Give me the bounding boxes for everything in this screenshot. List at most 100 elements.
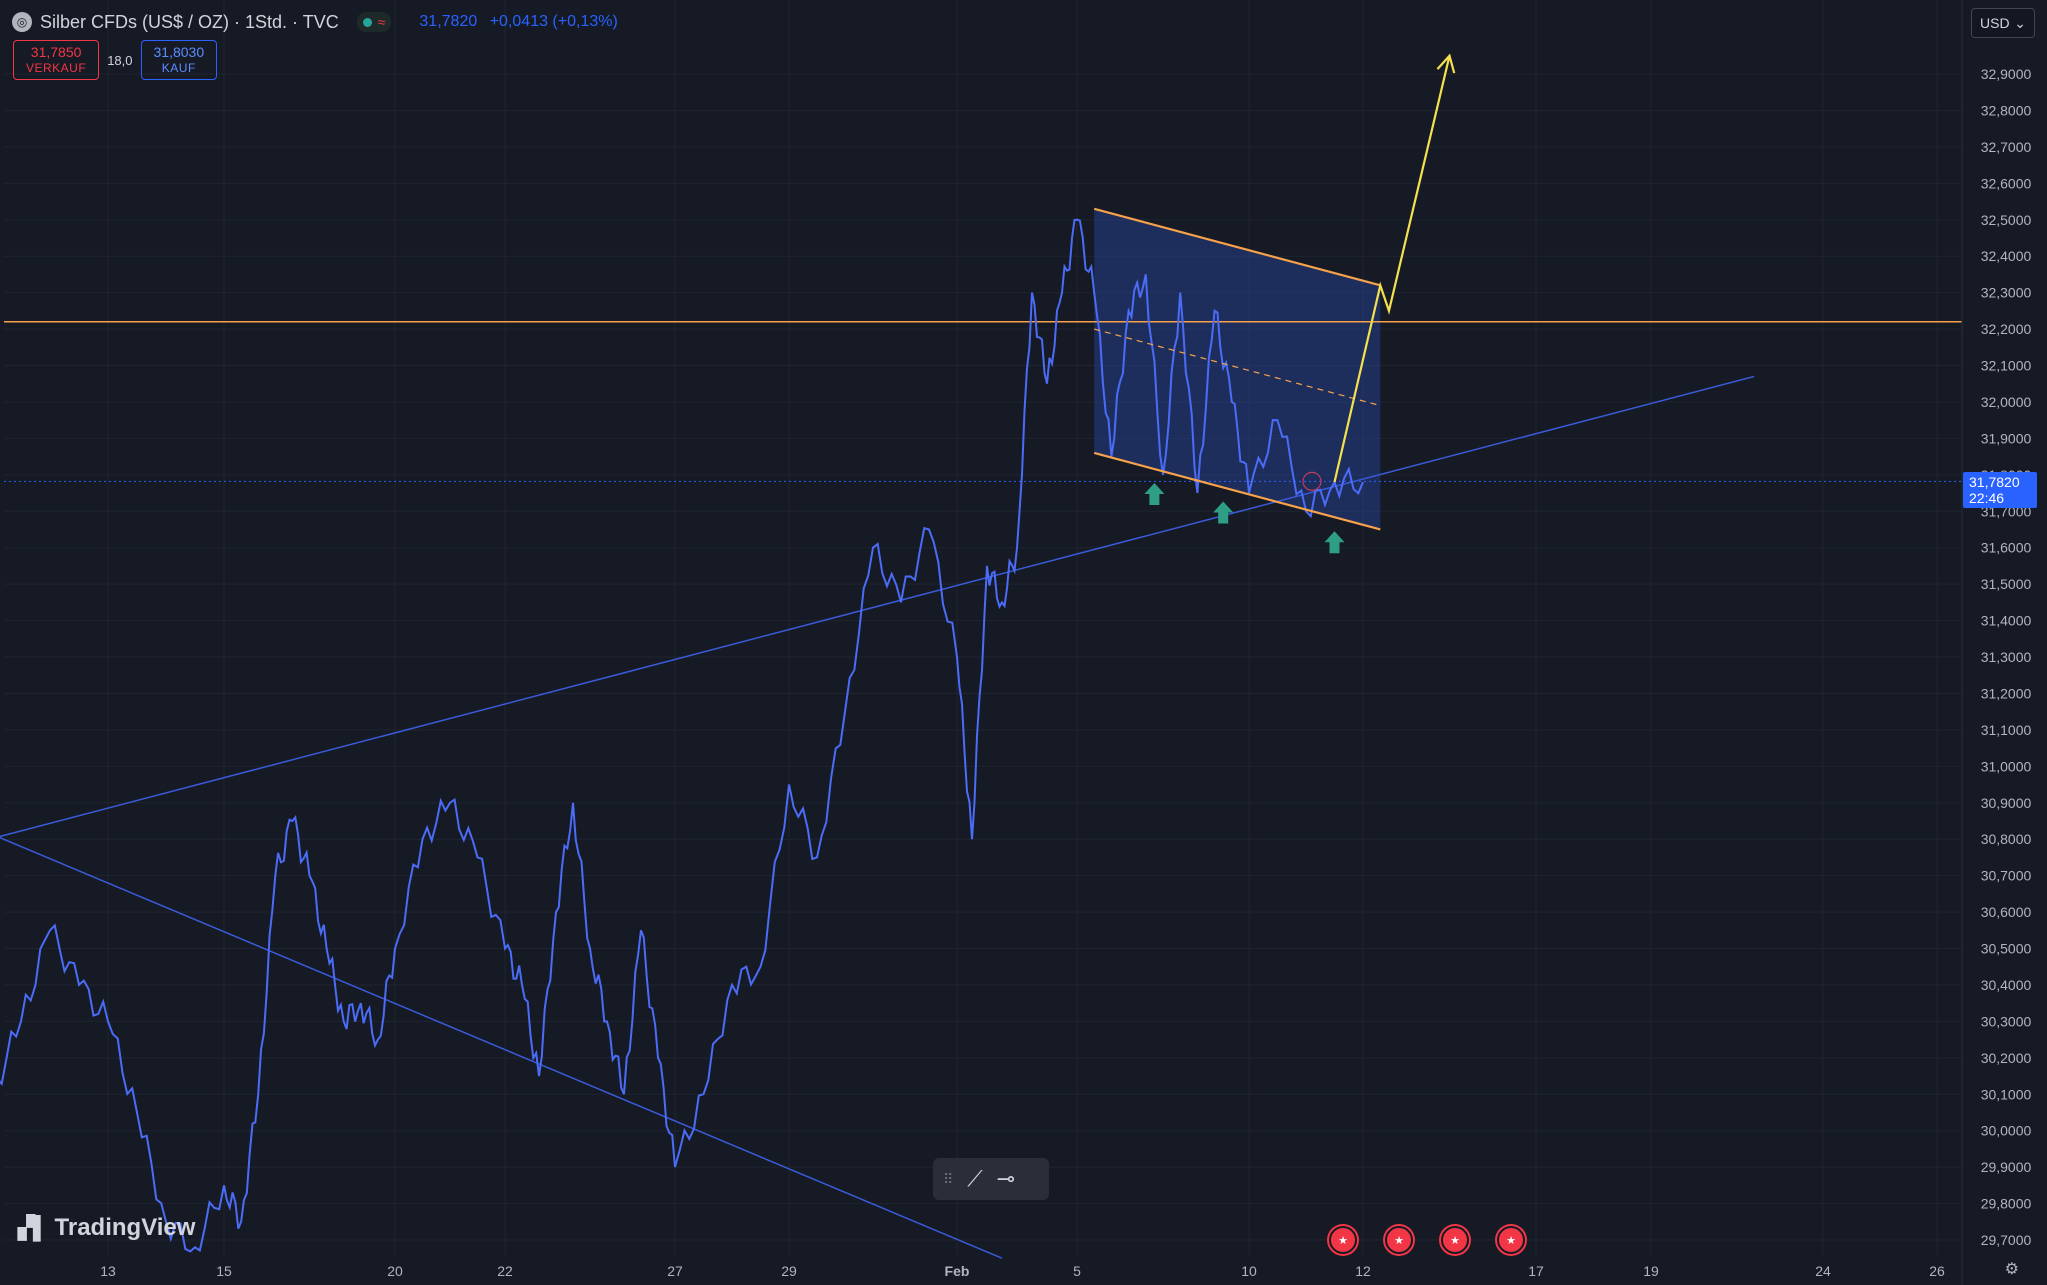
market-open-icon	[362, 17, 372, 27]
currency-label: USD	[1980, 15, 2010, 31]
y-tick-label: 31,5000	[1981, 576, 2032, 592]
chevron-down-icon: ⌄	[2014, 14, 2026, 31]
last-price: 31,7820	[419, 13, 478, 30]
y-tick-label: 31,6000	[1981, 540, 2032, 556]
y-tick-label: 32,3000	[1981, 285, 2032, 301]
silver-price-line	[0, 218, 1364, 1253]
y-tick-label: 32,9000	[1981, 66, 2032, 82]
x-tick-label: 17	[1528, 1263, 1544, 1279]
x-tick-label: 10	[1241, 1263, 1257, 1279]
rising-trendline	[0, 375, 1755, 838]
x-tick-label: 22	[497, 1263, 513, 1279]
y-tick-label: 32,2000	[1981, 321, 2032, 337]
trend-line-tool-icon[interactable]: ⟋	[967, 1166, 983, 1191]
falling-trendline	[0, 836, 1003, 1259]
y-tick-label: 29,8000	[1981, 1196, 2032, 1212]
y-tick-label: 30,9000	[1981, 795, 2032, 811]
drawing-annotations	[1093, 53, 1456, 554]
x-tick-label: 20	[387, 1263, 403, 1279]
x-tick-label: 29	[781, 1263, 797, 1279]
x-tick-label: 26	[1929, 1263, 1945, 1279]
y-tick-label: 30,5000	[1981, 941, 2032, 957]
current-price-value: 31,7820	[1969, 474, 2020, 490]
us-flag-icon[interactable]: ★	[1497, 1226, 1525, 1254]
y-tick-label: 31,1000	[1981, 722, 2032, 738]
symbol-title[interactable]: Silber CFDs (US$ / OZ) · 1Std. · TVC	[40, 11, 339, 32]
sell-price: 31,7850	[30, 44, 82, 60]
y-tick-label: 32,5000	[1981, 212, 2032, 228]
y-tick-label: 30,0000	[1981, 1123, 2032, 1139]
y-tick-label: 32,1000	[1981, 358, 2032, 374]
trendlines	[0, 321, 1962, 1259]
sell-label: VERKAUF	[26, 61, 87, 75]
current-point-marker	[1302, 471, 1322, 491]
y-tick-label: 32,0000	[1981, 394, 2032, 410]
current-price-label: 31,7820 22:46	[1963, 472, 2037, 508]
support-arrow-icon	[1324, 531, 1345, 554]
y-tick-label: 31,0000	[1981, 758, 2032, 774]
x-tick-label: 27	[667, 1263, 683, 1279]
buy-label: KAUF	[161, 61, 196, 75]
projection-arrowhead	[1436, 53, 1456, 74]
x-tick-label: Feb	[945, 1263, 970, 1279]
y-tick-label: 30,1000	[1981, 1086, 2032, 1102]
trade-panel: 31,7850 VERKAUF 18,0 31,8030 KAUF	[13, 40, 218, 80]
support-arrow-icon	[1144, 483, 1165, 506]
logo-text: TradingView	[54, 1214, 196, 1241]
x-tick-label: 15	[216, 1263, 232, 1279]
buy-price: 31,8030	[153, 44, 205, 60]
grid-lines	[4, 0, 1962, 1255]
market-status[interactable]: ≈	[356, 12, 392, 32]
support-arrow-icon	[1213, 501, 1234, 524]
y-tick-label: 29,9000	[1981, 1159, 2032, 1175]
settings-gear-icon[interactable]: ⚙	[2004, 1261, 2019, 1278]
y-tick-label: 30,8000	[1981, 831, 2032, 847]
drag-handle-icon[interactable]: ⠿	[943, 1170, 954, 1187]
bar-countdown: 22:46	[1969, 490, 2005, 506]
channel-lower-line	[1093, 451, 1381, 531]
sell-button[interactable]: 31,7850 VERKAUF	[13, 40, 100, 80]
y-tick-label: 30,7000	[1981, 868, 2032, 884]
x-tick-label: 24	[1815, 1263, 1831, 1279]
price-axis[interactable]: 32,9000 32,8000 32,7000 32,6000 32,5000 32,40…	[1961, 0, 2032, 1285]
spread-value: 18,0	[107, 52, 133, 68]
y-tick-label: 30,6000	[1981, 904, 2032, 920]
channel-fill	[1094, 208, 1381, 530]
x-tick-label: 12	[1355, 1263, 1371, 1279]
drawing-toolbar: ⠿ ⟋ ⊸	[933, 1158, 1049, 1200]
y-tick-label: 31,4000	[1981, 613, 2032, 629]
y-tick-label: 29,7000	[1981, 1232, 2032, 1248]
tradingview-logo-icon: ▞▌	[18, 1215, 48, 1240]
y-tick-label: 32,6000	[1981, 175, 2032, 191]
y-tick-label: 32,7000	[1981, 139, 2032, 155]
buy-button[interactable]: 31,8030 KAUF	[140, 40, 218, 80]
price-change: +0,0413 (+0,13%)	[489, 13, 618, 30]
us-flag-icon[interactable]: ★	[1329, 1226, 1357, 1254]
channel-shade	[1094, 208, 1381, 530]
y-tick-label: 31,2000	[1981, 685, 2032, 701]
horizontal-ray-tool-icon[interactable]: ⊸	[996, 1166, 1016, 1191]
projection-path	[1333, 55, 1451, 483]
time-axis[interactable]: 13 15 20 22 27 29 Feb 5 10 12 17 19 24 26	[100, 1263, 1945, 1279]
y-tick-label: 30,4000	[1981, 977, 2032, 993]
tradingview-logo[interactable]: ▞▌ TradingView	[18, 1214, 195, 1242]
y-tick-label: 31,3000	[1981, 649, 2032, 665]
us-flag-icon[interactable]: ★	[1385, 1226, 1413, 1254]
y-tick-label: 30,3000	[1981, 1013, 2032, 1029]
us-flag-icon[interactable]: ★	[1441, 1226, 1469, 1254]
quote-values: 31,7820 +0,0413 (+0,13%)	[419, 13, 625, 31]
y-tick-label: 31,9000	[1981, 430, 2032, 446]
y-tick-label: 32,4000	[1981, 248, 2032, 264]
y-tick-label: 32,8000	[1981, 102, 2032, 118]
data-delay-icon: ≈	[377, 14, 386, 30]
y-tick-label: 30,2000	[1981, 1050, 2032, 1066]
x-tick-label: 5	[1073, 1263, 1081, 1279]
channel-upper-line	[1093, 207, 1381, 287]
symbol-header: ◎ Silber CFDs (US$ / OZ) · 1Std. · TVC ≈…	[12, 8, 626, 36]
silver-coin-icon: ◎	[12, 12, 32, 32]
currency-select[interactable]: USD ⌄	[1971, 8, 2035, 38]
channel-mid-line	[1094, 328, 1381, 407]
x-tick-label: 19	[1643, 1263, 1659, 1279]
x-tick-label: 13	[100, 1263, 116, 1279]
